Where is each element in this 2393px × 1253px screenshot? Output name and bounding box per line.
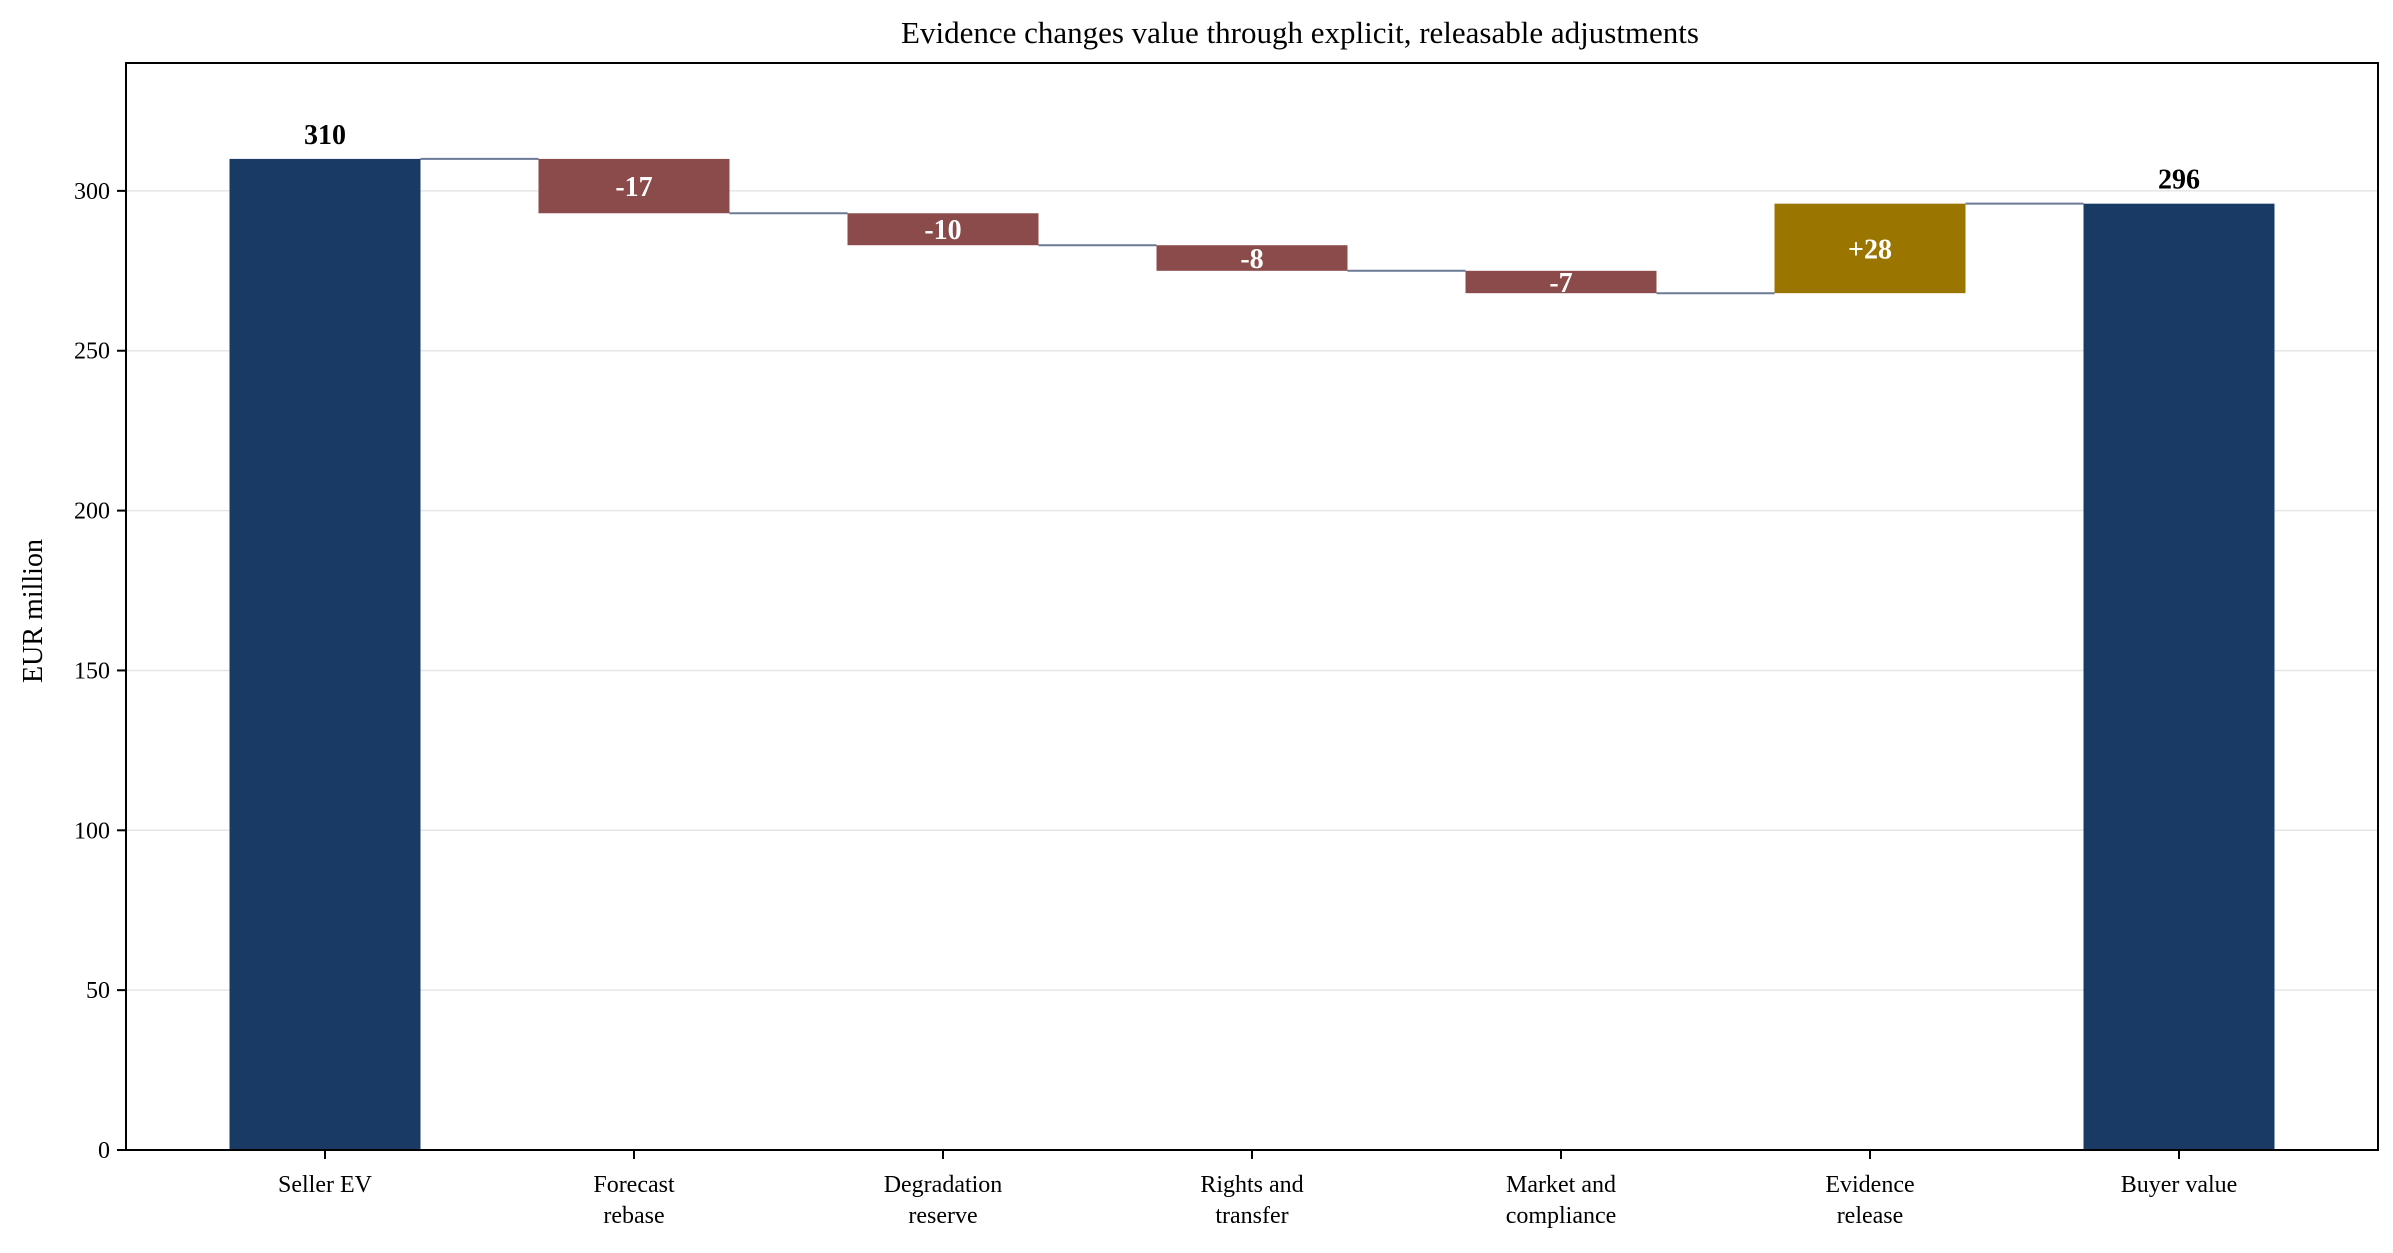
bar-decrease <box>1156 245 1348 271</box>
bar-increase <box>1774 203 1966 294</box>
x-category-label: compliance <box>1506 1203 1617 1229</box>
bar-decrease <box>847 213 1039 246</box>
x-category-label: Forecast <box>593 1172 675 1198</box>
y-tick-label: 250 <box>74 339 110 365</box>
y-axis-label: EUR million <box>18 539 49 683</box>
y-tick-label: 200 <box>74 499 110 525</box>
connectors <box>420 157 2084 295</box>
delta-value-label: -10 <box>924 215 961 246</box>
y-tick-label: 0 <box>98 1138 110 1164</box>
y-tick-label: 100 <box>74 818 110 844</box>
y-tick-label: 300 <box>74 179 110 205</box>
x-category-label: Evidence <box>1825 1172 1914 1198</box>
x-category-label: Degradation <box>884 1172 1003 1198</box>
x-category-label: Market and <box>1506 1172 1616 1198</box>
x-category-label: release <box>1837 1203 1904 1229</box>
y-axis-ticks: 0 50 100 150 200 250 300 <box>74 179 126 1164</box>
gridlines <box>126 190 2378 991</box>
total-value-label: 310 <box>304 120 346 151</box>
x-category-label: reserve <box>908 1203 977 1229</box>
bar-decrease <box>538 158 730 214</box>
delta-value-label: -7 <box>1549 268 1572 299</box>
y-tick-label: 50 <box>86 978 110 1004</box>
chart-title: Evidence changes value through explicit,… <box>901 15 1699 50</box>
plot-frame <box>125 62 2379 1151</box>
x-axis-ticks: Seller EV Forecast rebase Degradation reserv… <box>278 1150 2237 1229</box>
y-tick-label: 150 <box>74 658 110 684</box>
bar-total <box>2083 203 2275 1150</box>
bars <box>229 158 2275 1151</box>
x-category-label: rebase <box>603 1203 664 1229</box>
x-category-label: Seller EV <box>278 1172 373 1198</box>
bar-total <box>229 158 421 1151</box>
x-category-label: Rights and <box>1200 1172 1303 1198</box>
x-category-label: Buyer value <box>2121 1172 2238 1198</box>
delta-value-label: +28 <box>1848 234 1892 265</box>
x-category-label: transfer <box>1215 1203 1288 1229</box>
total-value-label: 296 <box>2158 165 2200 196</box>
delta-value-label: -17 <box>615 172 652 203</box>
bar-labels: 310 -17 -10 -8 -7 +28 296 <box>304 120 2200 299</box>
bar-decrease <box>1465 270 1657 294</box>
delta-value-label: -8 <box>1240 244 1263 275</box>
